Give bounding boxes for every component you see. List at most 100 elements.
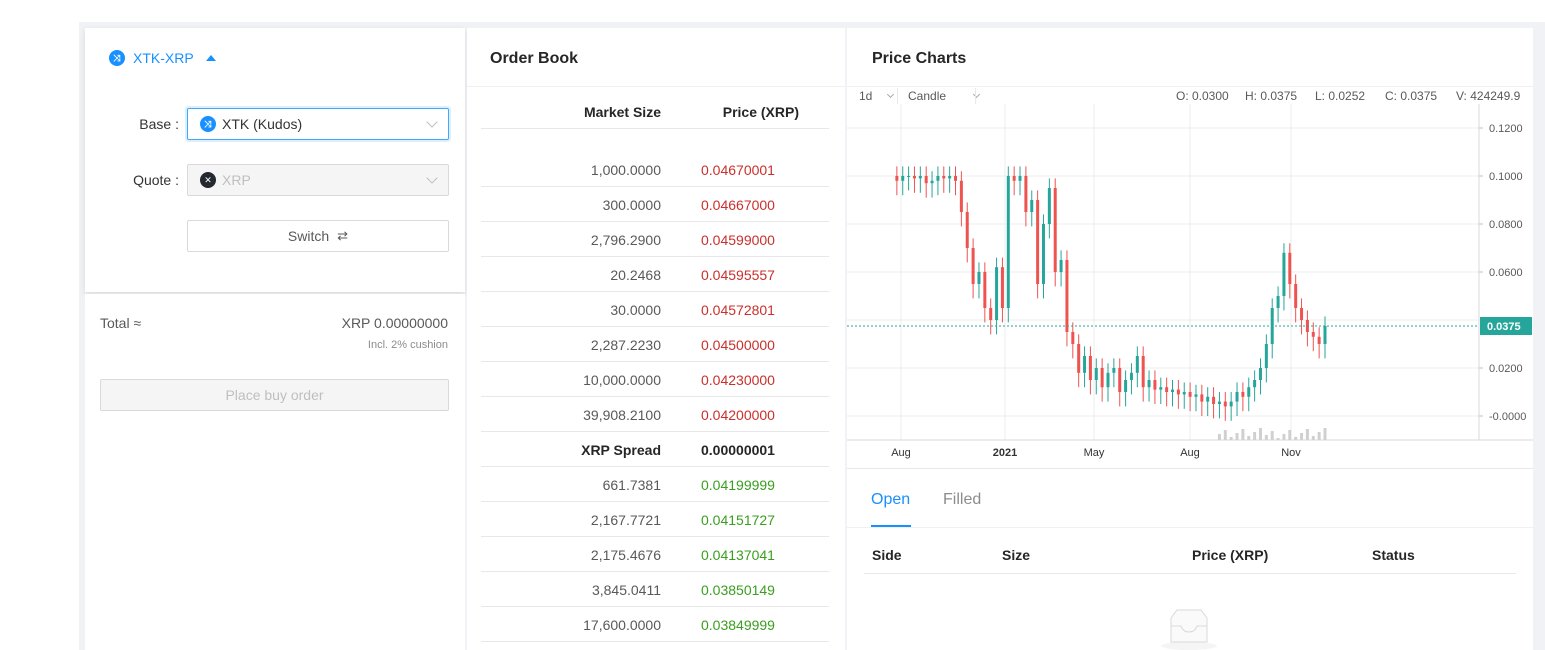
candle-body	[948, 176, 952, 179]
candle-body	[1094, 368, 1098, 380]
price-charts-panel: Price Charts 1d Candle O: 0.0300 H: 0.03…	[847, 28, 1533, 650]
ask-row[interactable]: 10,000.0000 0.04230000	[481, 362, 829, 397]
row-price: 0.04230000	[701, 372, 775, 388]
candle-body	[1000, 267, 1004, 308]
chart-type-select[interactable]: Candle	[908, 89, 981, 103]
tab-filled[interactable]: Filled	[943, 491, 982, 508]
spread-row[interactable]: XRP Spread 0.00000001	[481, 432, 829, 467]
row-size: 661.7381	[602, 477, 661, 493]
candle-body	[1077, 344, 1081, 373]
y-tick-label: 0.1200	[1489, 123, 1523, 135]
ask-row[interactable]: 20.2468 0.04595557	[481, 257, 829, 292]
bid-row[interactable]: 2,167.7721 0.04151727	[481, 502, 829, 537]
candle-body	[989, 308, 993, 320]
volume-bar	[1323, 428, 1327, 440]
volume-bar	[1264, 435, 1268, 440]
volume-bar	[1247, 436, 1251, 440]
row-price: 0.04137041	[701, 547, 775, 563]
ask-row[interactable]: 300.0000 0.04667000	[481, 187, 829, 222]
bid-row[interactable]: 17,600.0000 0.03849999	[481, 607, 829, 642]
candle-body	[930, 180, 934, 184]
candle-body	[1288, 252, 1292, 284]
ask-row[interactable]: 2,287.2230 0.04500000	[481, 327, 829, 362]
chart-toolbar: 1d Candle O: 0.0300 H: 0.0375 L: 0.0252 …	[847, 88, 1533, 104]
ask-row[interactable]: 30.0000 0.04572801	[481, 292, 829, 327]
interval-select[interactable]: 1d	[859, 89, 895, 103]
volume-bar	[1294, 437, 1298, 440]
candle-body	[1047, 188, 1051, 224]
candle-body	[1153, 380, 1157, 390]
switch-button[interactable]: Switch ⇄	[187, 220, 449, 252]
col-price: Price (XRP)	[722, 104, 799, 120]
candle-body	[1088, 356, 1092, 380]
volume-bar	[1317, 432, 1321, 440]
col-order-price: Price (XRP)	[1192, 547, 1269, 563]
xtk-coin-icon: ⤨	[109, 50, 125, 66]
chevron-down-icon	[426, 172, 438, 184]
candle-body	[1276, 296, 1280, 308]
trade-form-panel: ⤨ XTK-XRP Base : ⤨ XTK (Kudos) Quote : ✕…	[85, 28, 465, 292]
row-size: XRP Spread	[581, 442, 661, 458]
candle-body	[1112, 368, 1116, 373]
xtk-coin-icon: ⤨	[200, 116, 216, 132]
quote-select[interactable]: ✕ XRP	[187, 164, 449, 196]
volume-bar	[1311, 436, 1315, 440]
candle-body	[1264, 344, 1268, 368]
order-book-title: Order Book	[490, 50, 579, 67]
price-chart[interactable]: 0.1200 0.1000 0.0800 0.0600 0.0200 -0.0000 Aug…	[847, 104, 1533, 466]
row-size: 10,000.0000	[583, 372, 661, 388]
candle-body	[1300, 308, 1304, 320]
bid-row[interactable]: 3,845.0411 0.03850149	[481, 572, 829, 607]
candle-body	[924, 176, 928, 184]
candle-body	[1282, 252, 1286, 296]
row-size: 3,845.0411	[591, 582, 661, 598]
row-price: 0.04595557	[701, 267, 775, 283]
divider	[481, 128, 829, 129]
candle-body	[1317, 336, 1321, 344]
interval-value: 1d	[859, 89, 873, 103]
volume-bar	[1217, 434, 1221, 440]
last-price-label: 0.0375	[1487, 321, 1521, 333]
order-book-panel: Order Book Market Size Price (XRP) 1,000…	[467, 28, 845, 650]
candle-body	[901, 176, 905, 181]
ohlc-open: O: 0.0300	[1176, 89, 1229, 103]
row-price: 0.03849999	[701, 617, 775, 633]
ask-row[interactable]: 39,908.2100 0.04200000	[481, 397, 829, 432]
price-charts-title: Price Charts	[872, 50, 967, 67]
tab-open[interactable]: Open	[871, 491, 911, 508]
chevron-down-icon	[426, 116, 438, 128]
candle-body	[1141, 356, 1145, 388]
candle-body	[942, 176, 946, 179]
row-price: 0.04200000	[701, 407, 775, 423]
volume-bar	[1235, 433, 1239, 440]
candle-body	[1200, 394, 1204, 402]
swap-icon: ⇄	[337, 228, 349, 243]
bid-row[interactable]: 2,175.4676 0.04137041	[481, 537, 829, 572]
pair-selector[interactable]: ⤨ XTK-XRP	[109, 50, 216, 66]
base-select[interactable]: ⤨ XTK (Kudos)	[187, 108, 449, 140]
volume-bar	[1253, 432, 1257, 440]
candle-body	[1006, 176, 1010, 308]
candle-body	[1041, 224, 1045, 284]
total-label: Total ≈	[100, 315, 142, 331]
volume-bar	[1270, 431, 1274, 440]
candle-body	[965, 212, 969, 248]
place-buy-order-button[interactable]: Place buy order	[100, 379, 449, 411]
caret-up-icon	[205, 55, 216, 61]
ask-row[interactable]: 2,796.2900 0.04599000	[481, 222, 829, 257]
row-size: 2,287.2230	[590, 337, 661, 353]
candle-body	[1217, 401, 1221, 404]
candle-body	[1124, 380, 1128, 392]
candle-body	[936, 176, 940, 181]
row-size: 30.0000	[610, 302, 661, 318]
col-size: Size	[1002, 547, 1031, 563]
ask-row[interactable]: 1,000.0000 0.04670001	[481, 152, 829, 187]
row-size: 2,167.7721	[590, 512, 661, 528]
bid-row[interactable]: 661.7381 0.04199999	[481, 467, 829, 502]
candle-body	[1135, 356, 1139, 373]
x-tick-label: 2021	[993, 447, 1017, 459]
volume-bar	[1288, 430, 1292, 440]
candle-body	[907, 176, 911, 177]
y-tick-label: 0.0200	[1489, 363, 1523, 375]
divider	[897, 88, 898, 104]
